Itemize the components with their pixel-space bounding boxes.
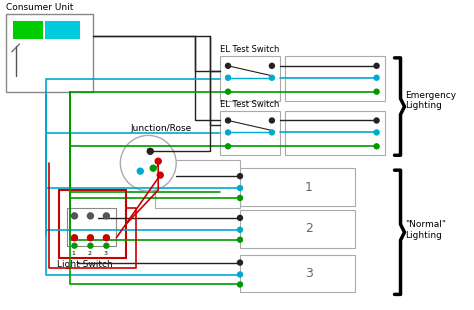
- Circle shape: [150, 165, 156, 171]
- Circle shape: [155, 158, 161, 164]
- Circle shape: [374, 63, 379, 68]
- Circle shape: [237, 174, 243, 179]
- Circle shape: [269, 75, 274, 80]
- Circle shape: [87, 235, 93, 241]
- Bar: [240, 210, 355, 248]
- Text: 1: 1: [72, 251, 75, 256]
- Circle shape: [226, 75, 230, 80]
- Bar: [220, 56, 280, 101]
- Circle shape: [103, 213, 109, 219]
- Text: Light Switch: Light Switch: [56, 259, 112, 269]
- Bar: [14, 22, 42, 38]
- Text: 2: 2: [87, 251, 91, 256]
- Bar: [155, 160, 240, 208]
- Circle shape: [237, 196, 243, 201]
- Circle shape: [237, 272, 243, 277]
- Circle shape: [104, 243, 109, 248]
- Circle shape: [147, 148, 153, 154]
- Bar: [285, 111, 384, 155]
- Circle shape: [374, 130, 379, 135]
- Text: 3: 3: [103, 251, 108, 256]
- Circle shape: [72, 213, 77, 219]
- Circle shape: [237, 215, 243, 220]
- Circle shape: [237, 260, 243, 265]
- Text: 3: 3: [156, 172, 161, 178]
- Text: 2: 2: [146, 148, 151, 154]
- Circle shape: [72, 243, 77, 248]
- Circle shape: [237, 227, 243, 232]
- Text: 1: 1: [305, 180, 313, 193]
- Bar: [240, 255, 355, 292]
- Text: 3: 3: [305, 267, 313, 280]
- Bar: [285, 56, 384, 101]
- Text: 1: 1: [154, 162, 159, 168]
- Circle shape: [237, 186, 243, 191]
- Bar: [66, 208, 116, 246]
- Circle shape: [87, 213, 93, 219]
- Circle shape: [226, 63, 230, 68]
- Circle shape: [269, 118, 274, 123]
- Text: EL Test Switch: EL Test Switch: [220, 45, 280, 54]
- Text: EL Test Switch: EL Test Switch: [220, 100, 280, 108]
- Circle shape: [72, 235, 77, 241]
- Bar: [6, 14, 93, 92]
- Text: Junction/Rose: Junction/Rose: [130, 124, 191, 133]
- Text: 2: 2: [305, 222, 313, 235]
- Circle shape: [88, 243, 93, 248]
- Circle shape: [269, 130, 274, 135]
- Circle shape: [374, 144, 379, 149]
- Bar: [240, 168, 355, 206]
- Text: Consumer Unit: Consumer Unit: [6, 3, 73, 12]
- Circle shape: [237, 282, 243, 287]
- Bar: [220, 111, 280, 155]
- Circle shape: [137, 168, 143, 174]
- Text: "Normal"
Lighting: "Normal" Lighting: [405, 220, 447, 240]
- Circle shape: [237, 237, 243, 242]
- Circle shape: [120, 135, 176, 191]
- Circle shape: [157, 172, 163, 178]
- Circle shape: [103, 235, 109, 241]
- Circle shape: [226, 89, 230, 94]
- Circle shape: [226, 144, 230, 149]
- Circle shape: [374, 75, 379, 80]
- Bar: [46, 22, 80, 38]
- Bar: [58, 190, 127, 258]
- Text: Emergency
Lighting: Emergency Lighting: [405, 91, 456, 110]
- Circle shape: [374, 118, 379, 123]
- Circle shape: [226, 130, 230, 135]
- Circle shape: [226, 118, 230, 123]
- Circle shape: [374, 89, 379, 94]
- Circle shape: [269, 63, 274, 68]
